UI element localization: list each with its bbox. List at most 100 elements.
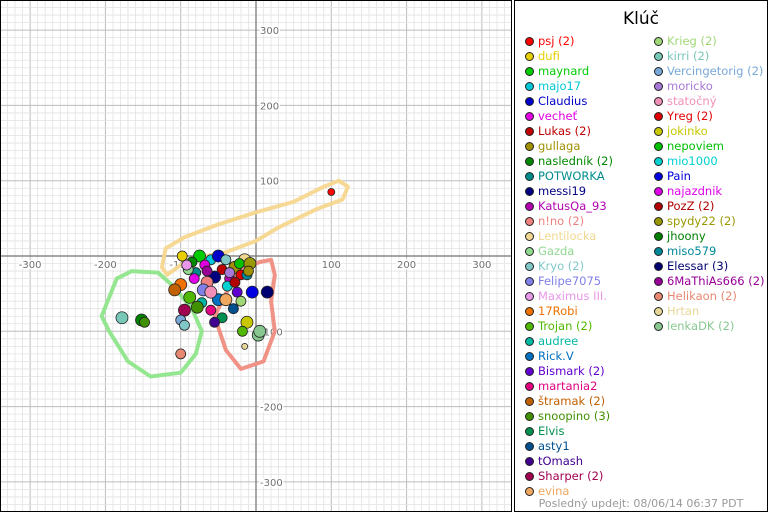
legend-swatch [525, 382, 534, 391]
legend-item: Claudius [525, 94, 613, 109]
legend-swatch [525, 292, 534, 301]
legend-label: 17Robi [538, 304, 578, 318]
legend-swatch [654, 52, 663, 61]
legend-item: gullaga [525, 139, 613, 154]
legend-label: Yreg (2) [667, 109, 713, 123]
legend-swatch [525, 322, 534, 331]
legend-item: PozZ (2) [654, 199, 765, 214]
legend-swatch [525, 142, 534, 151]
legend-item: Yreg (2) [654, 109, 765, 124]
legend-item: Bismark (2) [525, 364, 613, 379]
data-point [188, 273, 200, 284]
legend-item: KatusQa_93 [525, 199, 613, 214]
legend-item: nasledník (2) [525, 154, 613, 169]
legend-item: Vercingetorig (2) [654, 64, 765, 79]
legend-label: gullaga [538, 139, 581, 153]
legend-label: Hrtan [667, 304, 700, 318]
scatter-plot-svg: -300 -200 -100 100 200 300300200100-100-200-3… [0, 0, 512, 512]
legend-label: asty1 [538, 439, 570, 453]
legend-label: statočný [667, 94, 717, 108]
data-point [168, 283, 182, 297]
x-tick-label: -300 [19, 260, 42, 271]
data-point [253, 324, 267, 338]
legend-swatch [525, 277, 534, 286]
x-tick-label: 200 [397, 260, 416, 271]
legend-item: moricko [654, 79, 765, 94]
data-point [231, 286, 243, 298]
legend-label: Trojan (2) [538, 319, 593, 333]
legend-label: Gazda [538, 244, 575, 258]
legend-item: spydy22 (2) [654, 214, 765, 229]
scatter-plot-area: -300 -200 -100 100 200 300 300 200 100 -100 -200 -3… [0, 0, 512, 512]
data-point [205, 304, 217, 316]
data-point [220, 254, 232, 266]
legend-item: maynard [525, 64, 613, 79]
legend-item: najazdnik [654, 184, 765, 199]
legend-swatch [525, 412, 534, 421]
data-point [234, 258, 245, 269]
legend-swatch [525, 112, 534, 121]
legend-swatch [654, 277, 663, 286]
legend-item: Gazda [525, 244, 613, 259]
y-tick-label: 100 [260, 177, 279, 188]
legend-column-right: Krieg (2) kirri (2) Vercingetorig (2) moric… [654, 34, 765, 334]
legend-swatch [525, 127, 534, 136]
data-point [224, 267, 236, 278]
legend-item: Hrtan [654, 304, 765, 319]
legend-label: POTWORKA [538, 169, 605, 183]
legend-label: PozZ (2) [667, 199, 715, 213]
data-point [201, 265, 213, 277]
legend-item: vecheť [525, 109, 613, 124]
legend-item: tOmash [525, 454, 613, 469]
legend-label: štramak (2) [538, 394, 606, 408]
legend-swatch [654, 202, 663, 211]
legend-label: Elessar (3) [667, 259, 729, 273]
legend-item: statočný [654, 94, 765, 109]
data-point [175, 348, 187, 360]
territory-outline [99, 269, 204, 379]
legend-item: POTWORKA [525, 169, 613, 184]
legend-item: evina [525, 484, 613, 499]
legend-swatch [654, 217, 663, 226]
data-point [209, 316, 220, 328]
legend-swatch [654, 187, 663, 196]
legend-item: dufi [525, 49, 613, 64]
legend-label: Krieg (2) [667, 34, 717, 48]
legend-item: nepoviem [654, 139, 765, 154]
data-point [204, 285, 218, 299]
legend-item: asty1 [525, 439, 613, 454]
legend-item: Lentilocka [525, 229, 613, 244]
data-point [219, 293, 233, 307]
y-tick-label: 300 [260, 26, 279, 37]
data-point [179, 319, 190, 331]
last-updated-footer: Posledný updejt: 08/06/14 06:37 PDT [538, 497, 744, 510]
legend-label: najazdnik [667, 184, 723, 198]
legend-item: Elessar (3) [654, 259, 765, 274]
legend-item: 6MaThiAs666 (2) [654, 274, 765, 289]
x-tick-label: -200 [94, 260, 117, 271]
legend-item: Maximus III. [525, 289, 613, 304]
legend-label: audree [538, 334, 579, 348]
data-point [245, 285, 259, 299]
legend-swatch [654, 172, 663, 181]
legend-label: jokinko [667, 124, 708, 138]
data-point [228, 303, 239, 315]
legend-label: tOmash [538, 454, 584, 468]
legend-swatch [525, 202, 534, 211]
legend-item: štramak (2) [525, 394, 613, 409]
legend-label: Lentilocka [538, 229, 597, 243]
legend-label: maynard [538, 64, 590, 78]
legend-swatch [654, 97, 663, 106]
legend-label: snoopino (3) [538, 409, 611, 423]
legend-label: Helikaon (2) [667, 289, 737, 303]
legend-swatch [654, 82, 663, 91]
data-point [193, 249, 206, 263]
x-tick-label: 300 [472, 260, 491, 271]
legend-swatch [525, 82, 534, 91]
legend-label: dufi [538, 49, 560, 63]
legend-swatch [525, 67, 534, 76]
legend-panel: Klúč psj (2) dufi maynard majo17 Claudius vec… [514, 0, 768, 512]
legend-item: Helikaon (2) [654, 289, 765, 304]
legend-item: lenkaDK (2) [654, 319, 765, 334]
legend-item: 17Robi [525, 304, 613, 319]
